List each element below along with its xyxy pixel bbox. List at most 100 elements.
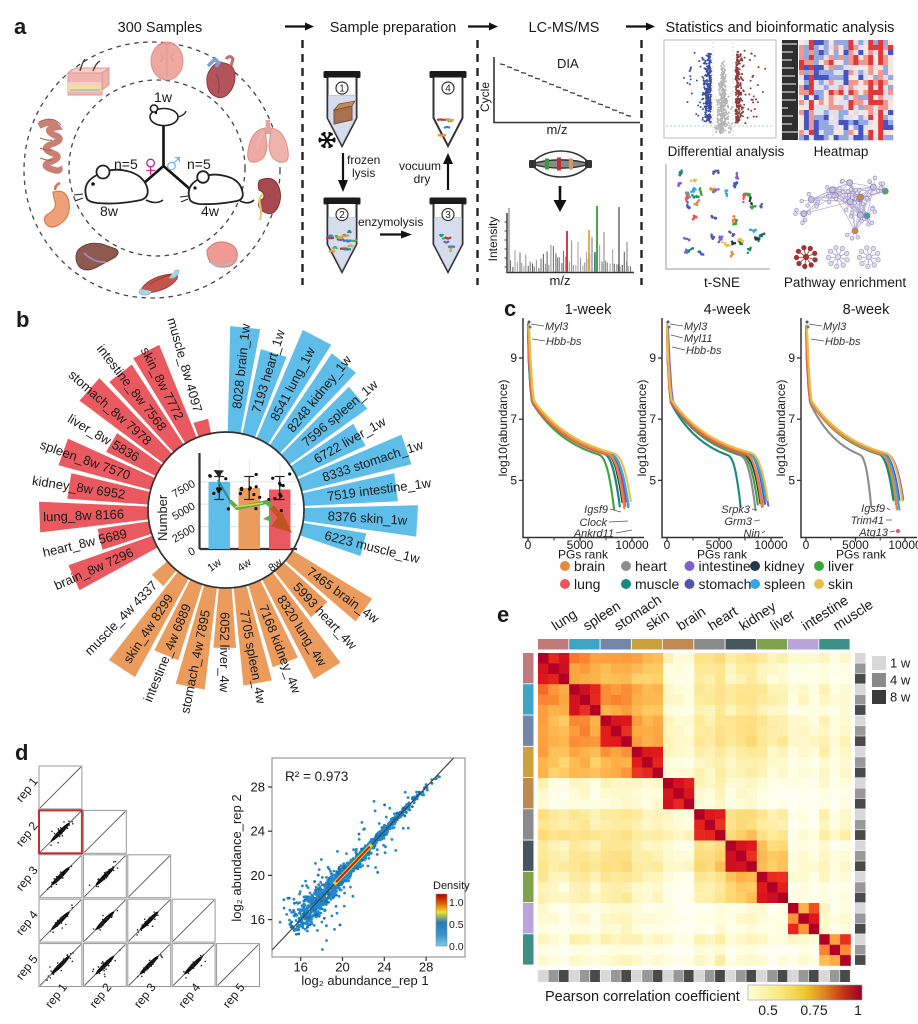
svg-text:0.0: 0.0 [449,941,464,953]
svg-text:a: a [14,14,27,39]
svg-text:m/z: m/z [550,273,571,288]
svg-text:lysis: lysis [352,166,375,180]
svg-text:Density: Density [433,880,470,892]
svg-text:kidney: kidney [764,558,804,574]
svg-text:skin: skin [828,576,853,592]
svg-text:300 Samples: 300 Samples [118,20,203,36]
svg-text:muscle: muscle [635,576,680,592]
svg-text:10000: 10000 [615,538,649,552]
svg-text:Intensity: Intensity [486,217,500,262]
svg-text:Ankrd11: Ankrd11 [573,528,614,540]
svg-text:24: 24 [377,960,391,975]
svg-text:stomach: stomach [699,576,752,592]
svg-text:d: d [15,740,28,765]
svg-text:log₂ abundance_rep 1: log₂ abundance_rep 1 [301,973,428,988]
svg-text:1-week: 1-week [565,302,612,318]
svg-text:heart: heart [635,558,667,574]
svg-text:4-week: 4-week [704,302,751,318]
svg-text:5: 5 [510,473,517,487]
svg-text:8w: 8w [100,203,119,219]
svg-text:5: 5 [649,473,656,487]
svg-text:20: 20 [251,868,265,883]
svg-text:8376 skin_1w: 8376 skin_1w [327,508,408,528]
svg-text:b: b [16,307,29,332]
svg-text:Statistics and bioinformatic a: Statistics and bioinformatic analysis [666,20,895,36]
svg-text:9: 9 [788,351,795,365]
svg-text:3: 3 [445,210,451,221]
svg-text:PGs rank: PGs rank [558,548,609,562]
svg-text:t-SNE: t-SNE [704,275,740,290]
svg-text:0: 0 [186,545,197,558]
svg-text:log10(abundance): log10(abundance) [774,380,788,477]
svg-text:vocuum: vocuum [399,159,441,173]
svg-text:28: 28 [251,780,265,795]
svg-text:Number: Number [155,494,170,541]
svg-text:0: 0 [525,538,532,552]
svg-text:4: 4 [445,84,451,95]
svg-text:log10(abundance): log10(abundance) [635,380,649,477]
svg-text:1.0: 1.0 [449,897,464,909]
svg-text:0: 0 [664,538,671,552]
svg-text:PGs rank: PGs rank [697,548,748,562]
svg-text:lung: lung [574,576,600,592]
svg-text:10000: 10000 [754,538,788,552]
svg-text:Trim41: Trim41 [851,515,884,527]
svg-text:PGs rank: PGs rank [836,548,887,562]
svg-text:0.5: 0.5 [449,919,464,931]
svg-text:Hbb-bs: Hbb-bs [825,336,861,348]
svg-text:DIA: DIA [557,56,579,71]
svg-text:0: 0 [803,538,810,552]
svg-text:Nin: Nin [743,528,760,540]
svg-text:4w: 4w [201,203,220,219]
svg-text:lung_8w 8166: lung_8w 8166 [43,506,124,524]
svg-text:spleen: spleen [764,576,805,592]
svg-text:Cycle: Cycle [478,82,492,112]
svg-text:Igsf9: Igsf9 [861,503,885,515]
svg-text:e: e [497,602,509,627]
svg-text:liver: liver [828,558,854,574]
svg-text:♂: ♂ [162,145,185,180]
svg-text:5000: 5000 [842,538,869,552]
svg-text:20: 20 [335,960,349,975]
svg-text:9: 9 [510,351,517,365]
svg-text:n=5: n=5 [114,156,138,172]
svg-text:Myl3: Myl3 [545,321,569,333]
svg-text:7: 7 [510,412,517,426]
svg-text:frozen: frozen [347,153,380,167]
svg-text:8-week: 8-week [843,302,890,318]
svg-text:5: 5 [788,473,795,487]
svg-text:6052 liver_4w: 6052 liver_4w [217,612,233,693]
svg-text:10000: 10000 [888,538,918,552]
svg-text:Hbb-bs: Hbb-bs [546,336,582,348]
svg-text:R² = 0.973: R² = 0.973 [285,769,348,784]
svg-text:Myl3: Myl3 [823,321,847,333]
svg-text:Sample preparation: Sample preparation [330,20,457,36]
svg-text:Atg13: Atg13 [858,527,889,539]
svg-text:Grm3: Grm3 [725,516,753,528]
svg-text:♀: ♀ [139,148,162,183]
svg-text:Clock: Clock [579,517,607,529]
svg-text:c: c [504,296,516,321]
svg-text:7: 7 [788,412,795,426]
svg-text:Pathway enrichment: Pathway enrichment [784,275,907,290]
svg-text:n=5: n=5 [187,156,211,172]
svg-text:Hbb-bs: Hbb-bs [686,345,722,357]
svg-text:Myl3: Myl3 [684,321,708,333]
svg-text:intestine: intestine [699,558,751,574]
svg-text:Myl11: Myl11 [684,333,713,345]
svg-text:Differential analysis: Differential analysis [668,144,785,159]
svg-text:log₂ abundance_rep 2: log₂ abundance_rep 2 [229,794,244,921]
svg-text:5000: 5000 [567,538,594,552]
svg-text:16: 16 [251,912,265,927]
svg-text:16: 16 [293,960,307,975]
svg-text:1w: 1w [154,89,173,105]
svg-text:Igsf9: Igsf9 [584,504,608,516]
svg-text:dry: dry [414,172,431,186]
svg-text:LC-MS/MS: LC-MS/MS [529,20,600,36]
svg-text:7: 7 [649,412,656,426]
svg-text:28: 28 [419,960,433,975]
svg-text:Heatmap: Heatmap [814,144,869,159]
svg-text:9: 9 [649,351,656,365]
svg-text:m/z: m/z [547,122,568,137]
svg-text:5000: 5000 [706,538,733,552]
